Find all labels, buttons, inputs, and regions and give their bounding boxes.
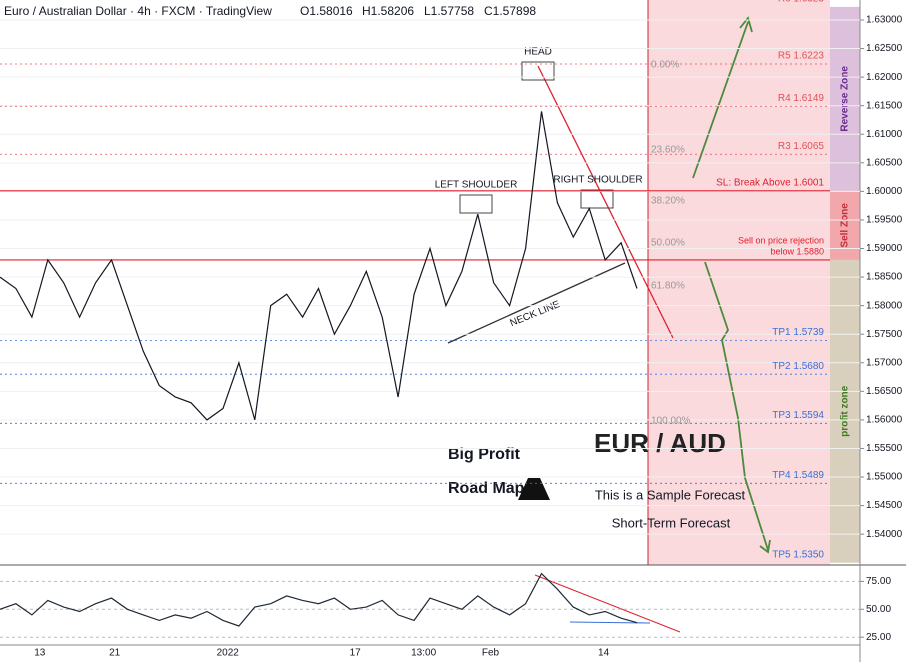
- zone-label: Sell Zone: [840, 203, 851, 248]
- zone: [830, 259, 860, 563]
- symbol-title: Euro / Australian Dollar · 4h · FXCM · T…: [4, 4, 272, 18]
- y-tick-label: 1.58500: [866, 272, 903, 283]
- level-label: TP5 1.5350: [772, 549, 824, 560]
- y-tick-label: 1.62000: [866, 72, 903, 83]
- right-shoulder-label: RIGHT SHOULDER: [553, 175, 642, 186]
- pair-label: EUR / AUD: [594, 428, 726, 458]
- x-tick-label: 2022: [217, 648, 240, 659]
- y-tick-label: 50.00: [866, 604, 891, 615]
- x-tick-label: 14: [598, 648, 610, 659]
- level-label: SL: Break Above 1.6001: [716, 177, 824, 188]
- y-tick-label: 1.54500: [866, 500, 903, 511]
- price-line: [0, 111, 638, 421]
- ohlc-high: H1.58206: [362, 4, 414, 18]
- fib-label: 38.20%: [651, 196, 685, 207]
- y-tick-label: 1.61000: [866, 129, 903, 140]
- fib-label: 61.80%: [651, 281, 685, 292]
- level-label: TP4 1.5489: [772, 470, 824, 481]
- ohlc-low: L1.57758: [424, 4, 474, 18]
- y-tick-label: 1.62500: [866, 43, 903, 54]
- level-label: TP2 1.5680: [772, 361, 824, 372]
- y-tick-label: 1.56000: [866, 415, 903, 426]
- level-label: Sell on price rejection: [738, 235, 824, 245]
- y-tick-label: 1.57500: [866, 329, 903, 340]
- level-label: R5 1.6223: [778, 51, 825, 62]
- level-label: TP3 1.5594: [772, 410, 824, 421]
- y-tick-label: 1.54000: [866, 529, 903, 540]
- arrow-down: [704, 261, 769, 551]
- forecast-area: [648, 0, 830, 565]
- y-tick-label: 75.00: [866, 576, 891, 587]
- y-tick-label: 1.55000: [866, 472, 903, 483]
- y-tick-label: 1.56500: [866, 386, 903, 397]
- right-shoulder-box: [580, 189, 614, 209]
- fib-label: 100.00%: [651, 416, 691, 427]
- level-label: R3 1.6065: [778, 141, 825, 152]
- y-tick-label: 1.57000: [866, 357, 903, 368]
- head-label: HEAD: [524, 47, 552, 58]
- ohlc-open: O1.58016: [300, 4, 353, 18]
- fib-label: 0.00%: [651, 60, 679, 71]
- zone-label: Reverse Zone: [840, 66, 851, 132]
- rsi-trend-line: [534, 574, 681, 633]
- y-tick-label: 25.00: [866, 632, 891, 643]
- price-line: [0, 572, 638, 627]
- y-tick-label: 1.55500: [866, 443, 903, 454]
- arrow-up: [692, 16, 753, 179]
- fib-label: 23.60%: [651, 145, 685, 156]
- level-label: R4 1.6149: [778, 93, 825, 104]
- zone: [830, 6, 860, 191]
- forecast-arrows: [692, 16, 771, 554]
- trend-line: [537, 65, 674, 339]
- sample-note: This is a Sample Forecast: [595, 487, 746, 502]
- level-label: TP1 1.5739: [772, 327, 824, 338]
- head-box: [521, 61, 555, 81]
- arrow-head: [759, 539, 771, 554]
- x-tick-label: 13: [34, 648, 46, 659]
- y-tick-label: 1.60000: [866, 186, 903, 197]
- short-term-note: Short-Term Forecast: [612, 515, 731, 530]
- y-tick-label: 1.59000: [866, 243, 903, 254]
- y-tick-label: 1.60500: [866, 157, 903, 168]
- big-profit: Big Profit: [448, 446, 521, 463]
- x-tick-label: 21: [109, 648, 121, 659]
- road-map: Road Map: [448, 480, 525, 497]
- y-tick-label: 1.59500: [866, 215, 903, 226]
- y-tick-label: 1.61500: [866, 100, 903, 111]
- y-tick-label: 1.58000: [866, 300, 903, 311]
- left-shoulder-box: [459, 194, 493, 214]
- left-shoulder-label: LEFT SHOULDER: [435, 180, 518, 191]
- level-label: below 1.5880: [770, 246, 824, 256]
- ohlc-close: C1.57898: [484, 4, 536, 18]
- fib-label: 50.00%: [651, 238, 685, 249]
- y-tick-label: 1.63000: [866, 15, 903, 26]
- zone-label: profit zone: [840, 385, 851, 437]
- x-tick-label: 13:00: [411, 648, 436, 659]
- level-label: R6 1.6323: [778, 0, 825, 4]
- x-tick-label: 17: [350, 648, 362, 659]
- x-tick-label: Feb: [482, 648, 500, 659]
- neck-line: [447, 262, 626, 344]
- rsi-support-line: [569, 621, 651, 624]
